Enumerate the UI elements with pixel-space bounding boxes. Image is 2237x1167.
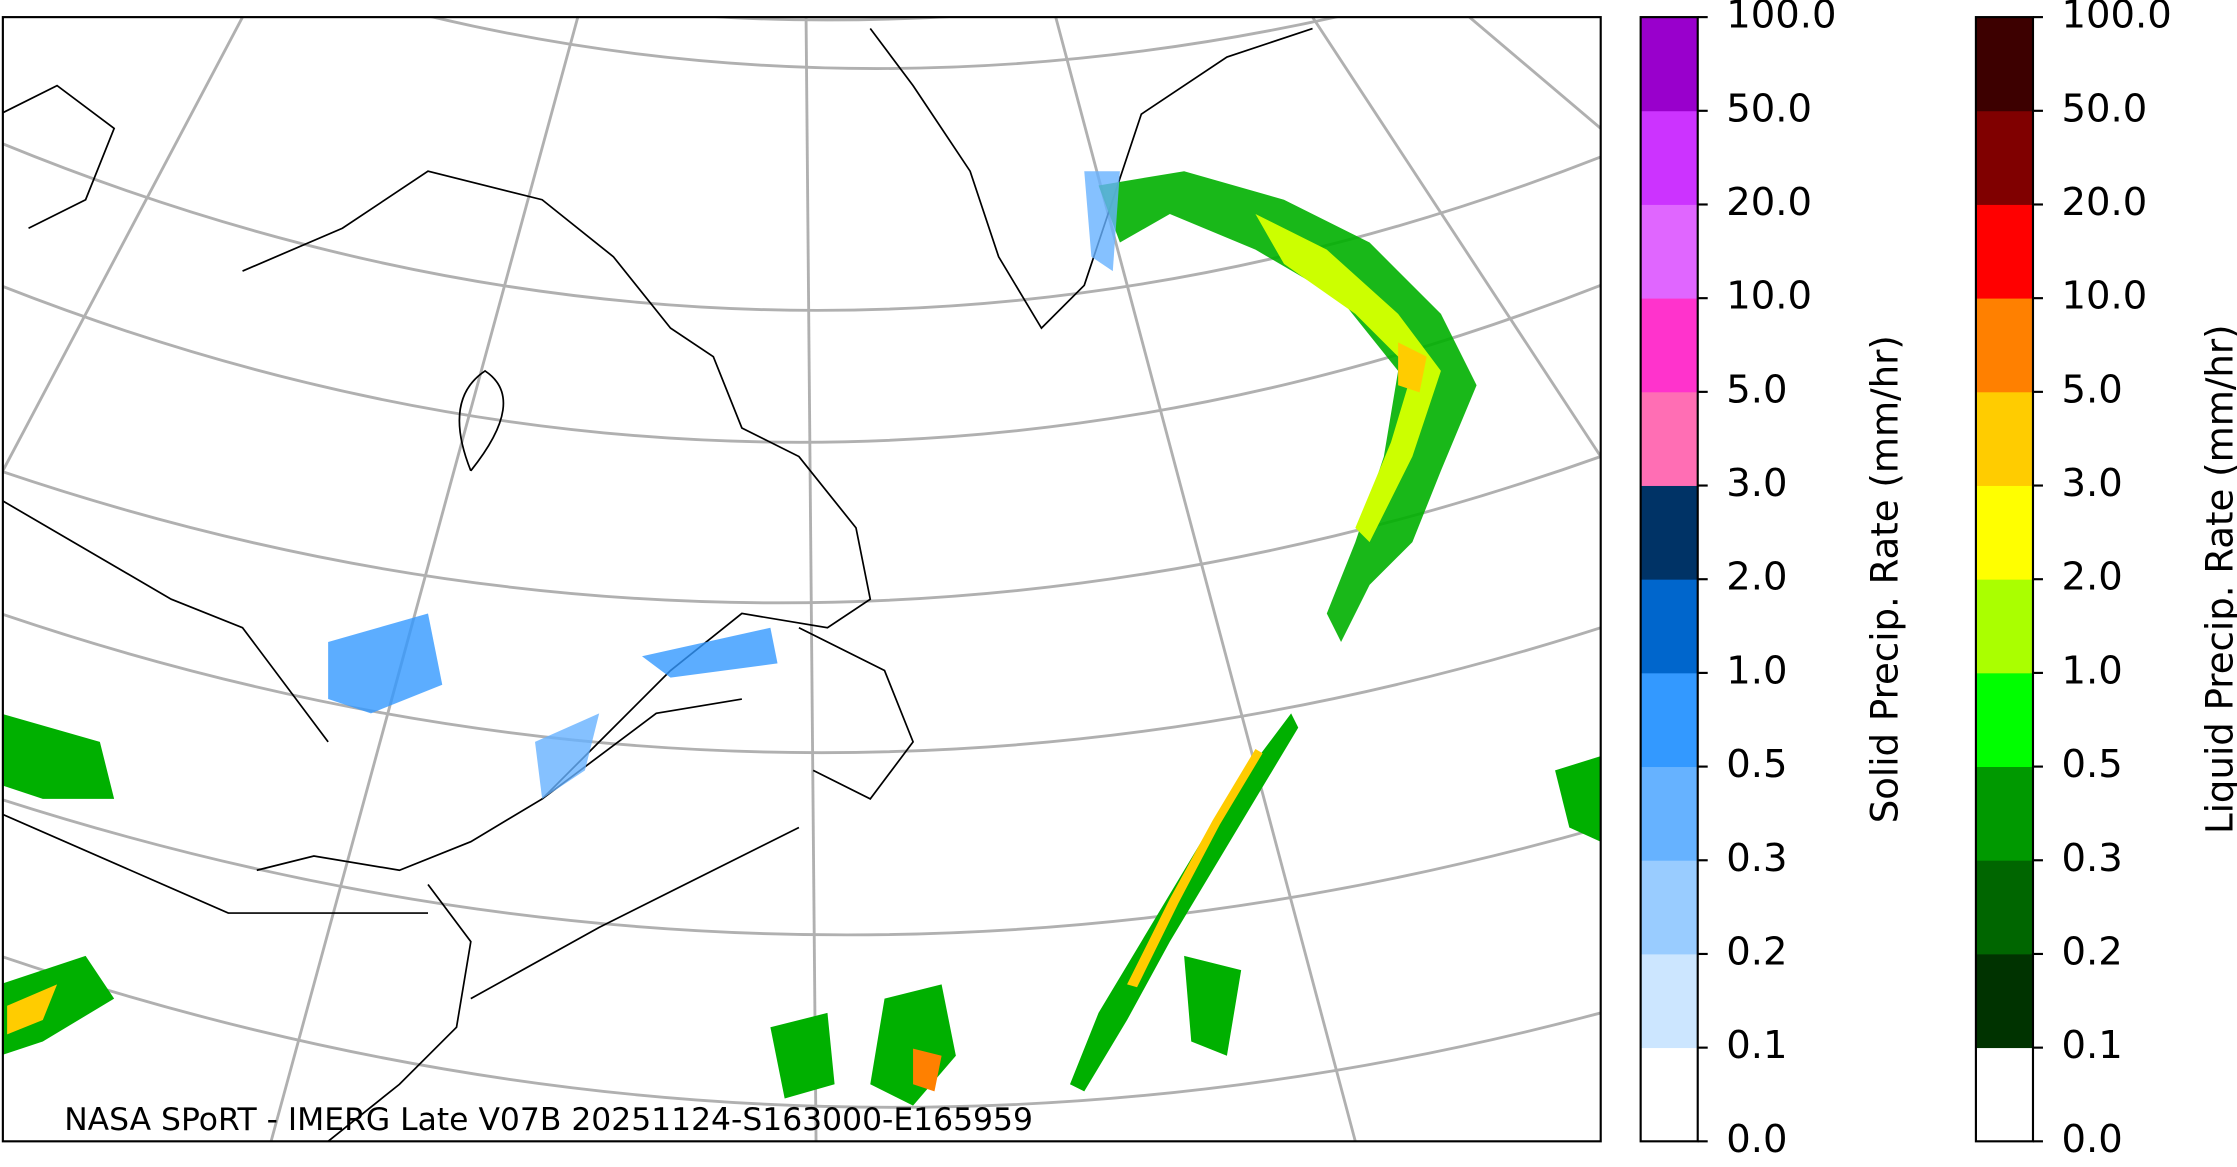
colorbar-tick-label: 0.3 (2062, 836, 2123, 881)
colorbar-tick-label: 20.0 (1726, 180, 1812, 225)
colorbar-tick-label: 0.2 (1726, 929, 1787, 974)
colorbar-tick-label: 3.0 (2062, 461, 2123, 506)
colorbar-segment (1640, 485, 1698, 580)
colorbar-tick-label: 100.0 (2062, 0, 2172, 38)
colorbar-tick-label: 1.0 (1726, 648, 1787, 693)
colorbar-tick-label: 5.0 (1726, 367, 1787, 412)
colorbar-segment (1975, 860, 2033, 955)
colorbar-segment (1640, 766, 1698, 861)
colorbar-tick-label: 1.0 (2062, 648, 2123, 693)
colorbar-tick-label: 0.0 (1726, 1117, 1787, 1162)
colorbar-segment (1975, 579, 2033, 674)
colorbar-segment (1975, 953, 2033, 1049)
colorbar-segment (1640, 204, 1698, 299)
colorbar-segment (1640, 298, 1698, 393)
colorbar-segment (1975, 672, 2033, 768)
colorbar-tick-label: 50.0 (1726, 86, 1812, 131)
colorbar-tick-label: 0.5 (2062, 742, 2123, 787)
colorbar-segment (1975, 391, 2033, 486)
colorbar-segment (1975, 766, 2033, 861)
precipitation (2, 171, 1601, 1106)
colorbar-tick-label: 50.0 (2062, 86, 2148, 131)
map-caption: NASA SPoRT - IMERG Late V07B 20251124-S1… (64, 1102, 1033, 1138)
colorbar-segment (1975, 298, 2033, 393)
colorbar-label: Liquid Precip. Rate (mm/hr) (2199, 324, 2237, 834)
colorbar-tick-label: 3.0 (1726, 461, 1787, 506)
colorbar-tick-label: 0.1 (2062, 1023, 2123, 1068)
colorbar-tick-label: 20.0 (2062, 180, 2148, 225)
colorbar-tick-label: 10.0 (2062, 274, 2148, 319)
colorbar: 0.0 0.1 0.2 0.3 0.5 1.0 2.0 3.0 5.0 10.0 20.0 50.0 1… (1639, 0, 1906, 1162)
colorbar-tick-label: 0.3 (1726, 836, 1787, 881)
colorbar-segment (1640, 17, 1698, 112)
colorbar-segment (1975, 17, 2033, 112)
colorbar-segment (1640, 110, 1698, 205)
colorbar-segment (1975, 110, 2033, 205)
colorbar-tick-label: 0.2 (2062, 929, 2123, 974)
colorbar-segment (1640, 953, 1698, 1049)
colorbar-tick-label: 0.0 (2062, 1117, 2123, 1162)
colorbar-segment (1640, 579, 1698, 674)
colorbar-segment (1640, 1047, 1698, 1142)
colorbar-tick-label: 0.5 (1726, 742, 1787, 787)
map (2, 17, 1601, 1142)
colorbar-tick-label: 0.1 (1726, 1023, 1787, 1068)
colorbar-tick-label: 2.0 (1726, 555, 1787, 600)
colorbar-segment (1975, 485, 2033, 580)
colorbar-tick-label: 100.0 (1726, 0, 1836, 38)
colorbar-segment (1975, 1047, 2033, 1142)
colorbar-tick-label: 10.0 (1726, 274, 1812, 319)
colorbar-label: Solid Precip. Rate (mm/hr) (1863, 335, 1906, 823)
colorbar-segment (1640, 391, 1698, 486)
colorbar-tick-label: 5.0 (2062, 367, 2123, 412)
colorbar-segment (1640, 672, 1698, 768)
colorbar-segment (1640, 860, 1698, 955)
colorbar-segment (1975, 204, 2033, 299)
colorbar-tick-label: 2.0 (2062, 555, 2123, 600)
colorbar: 0.0 0.1 0.2 0.3 0.5 1.0 2.0 3.0 5.0 10.0 20.0 50.0 1… (1974, 0, 2237, 1162)
map-frame (1, 16, 1602, 1143)
coastlines (2, 27, 1313, 1142)
